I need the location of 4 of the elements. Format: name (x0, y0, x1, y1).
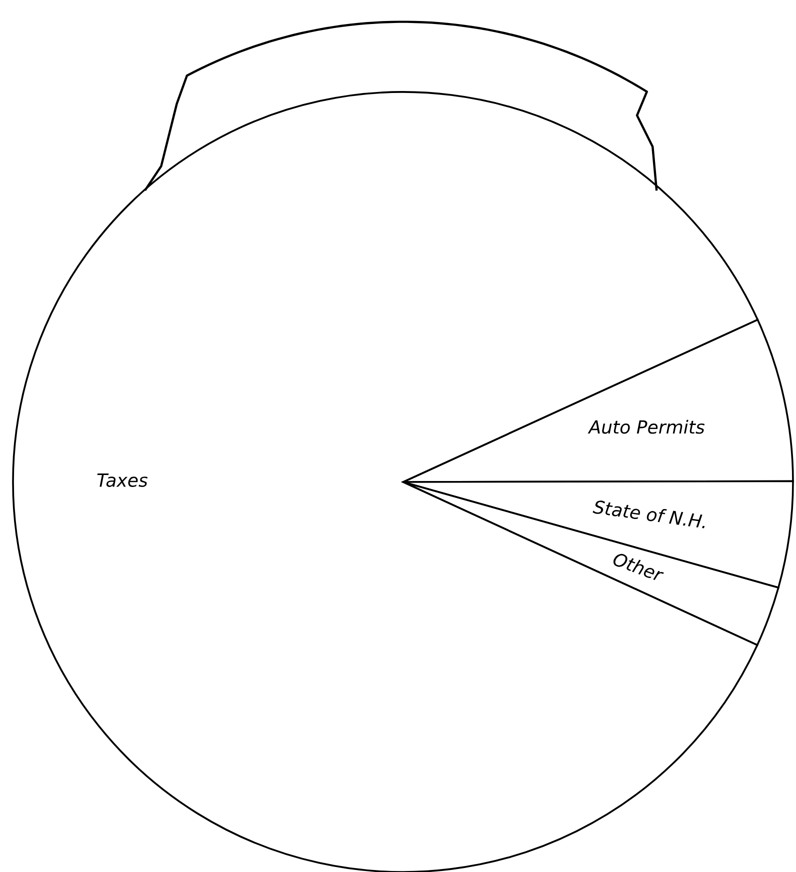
slice-label: Taxes (97, 474, 148, 487)
slice-label: State of N.H. (592, 499, 706, 529)
slice-label: Auto Permits (588, 420, 705, 434)
slice-label: Other (612, 551, 666, 582)
